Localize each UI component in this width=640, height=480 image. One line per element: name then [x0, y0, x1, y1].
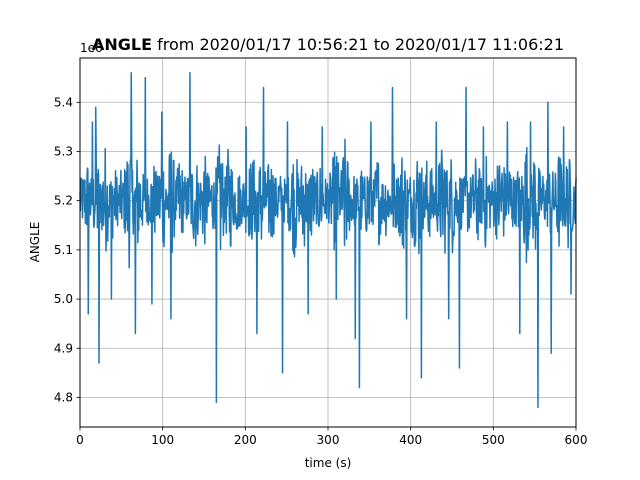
- chart-title: ANGLE from 2020/01/17 10:56:21 to 2020/0…: [92, 35, 564, 54]
- series-area: [79, 72, 577, 409]
- axes-frame: [79, 57, 577, 428]
- y-offset-text: 1e6: [80, 41, 103, 55]
- x-tick-label: 0: [76, 433, 84, 447]
- x-tick-label: 600: [565, 433, 588, 447]
- series-line: [79, 72, 577, 409]
- y-tick-label: 5.0: [54, 292, 73, 306]
- axis-ticks: 0 100 200 300 400 500 600 4.8 4.9 5.0 5.1 5.2 5.3 5.4: [54, 95, 588, 447]
- y-tick-label: 5.3: [54, 144, 73, 158]
- y-tick-label: 4.8: [54, 390, 73, 404]
- y-tick-label: 4.9: [54, 341, 73, 355]
- y-tick-label: 5.4: [54, 95, 73, 109]
- x-tick-label: 100: [151, 433, 174, 447]
- y-axis-label: ANGLE: [28, 222, 42, 263]
- chart-title-bold: ANGLE: [92, 35, 152, 54]
- x-tick-label: 200: [234, 433, 257, 447]
- x-axis-label: time (s): [305, 456, 352, 470]
- x-tick-label: 500: [482, 433, 505, 447]
- y-tick-label: 5.1: [54, 243, 73, 257]
- chart-title-rest: from 2020/01/17 10:56:21 to 2020/01/17 1…: [152, 35, 564, 54]
- x-tick-label: 300: [317, 433, 340, 447]
- y-tick-label: 5.2: [54, 194, 73, 208]
- x-tick-label: 400: [399, 433, 422, 447]
